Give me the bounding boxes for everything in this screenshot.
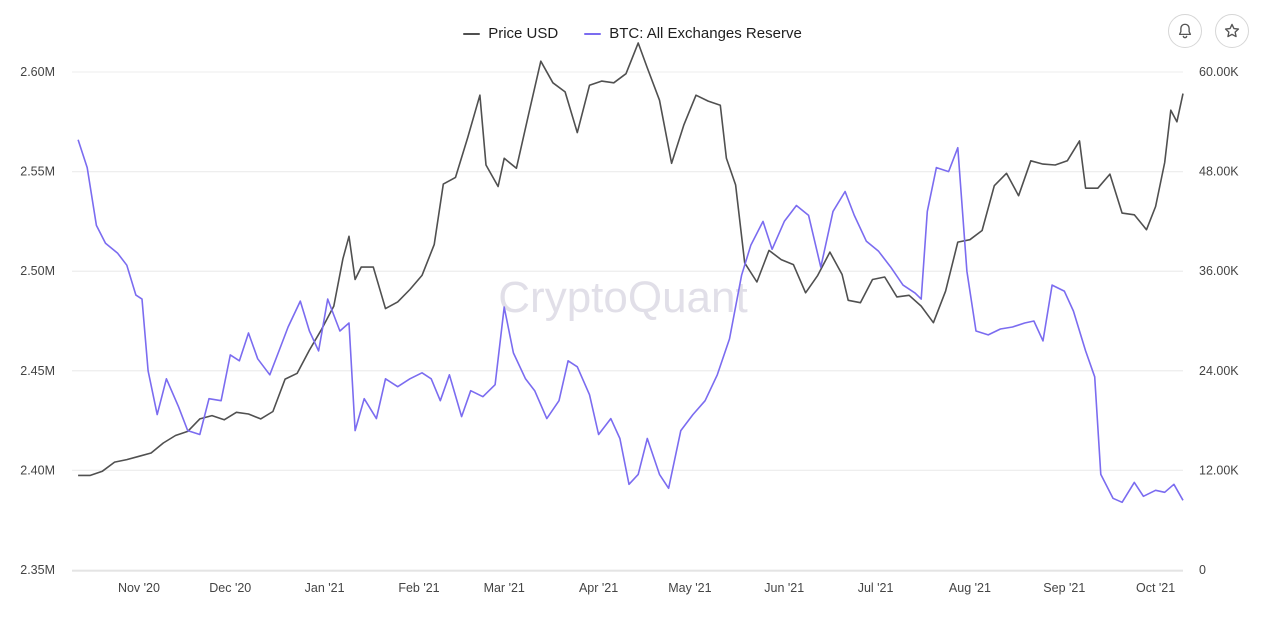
alert-button[interactable] (1168, 14, 1202, 48)
legend-label-price: Price USD (488, 25, 559, 42)
y-axis-left: 2.35M 2.40M 2.45M 2.50M 2.55M 2.60M (20, 65, 55, 577)
y-right-tick-label: 0 (1199, 563, 1206, 577)
x-tick-label: Jul '21 (858, 581, 894, 595)
x-tick-label: Mar '21 (484, 581, 525, 595)
legend-item-price[interactable]: Price USD (463, 25, 558, 42)
legend-swatch-price (463, 32, 481, 35)
x-tick-label: Dec '20 (209, 581, 251, 595)
y-right-tick-label: 36.00K (1199, 264, 1239, 278)
x-tick-label: May '21 (668, 581, 711, 595)
x-tick-label: Jan '21 (305, 581, 345, 595)
star-icon (1224, 23, 1240, 38)
x-tick-label: Apr '21 (579, 581, 618, 595)
y-right-tick-label: 60.00K (1199, 65, 1239, 79)
x-tick-label: Nov '20 (118, 581, 160, 595)
x-tick-label: Sep '21 (1043, 581, 1085, 595)
legend-label-reserve: BTC: All Exchanges Reserve (609, 25, 802, 42)
y-axis-right: 0 12.00K 24.00K 36.00K 48.00K 60.00K (1199, 65, 1239, 577)
watermark: CryptoQuant (498, 273, 747, 322)
y-right-tick-label: 12.00K (1199, 463, 1239, 477)
y-left-tick-label: 2.35M (20, 563, 55, 577)
favorite-button[interactable] (1215, 14, 1249, 48)
legend-item-reserve[interactable]: BTC: All Exchanges Reserve (584, 25, 802, 42)
x-tick-label: Oct '21 (1136, 581, 1175, 595)
y-left-tick-label: 2.50M (20, 264, 55, 278)
chart-legend: Price USD BTC: All Exchanges Reserve (0, 25, 1265, 42)
y-left-tick-label: 2.45M (20, 364, 55, 378)
y-right-tick-label: 24.00K (1199, 364, 1239, 378)
legend-swatch-reserve (584, 32, 602, 35)
x-axis: Nov '20 Dec '20 Jan '21 Feb '21 Mar '21 Apr '… (72, 570, 1183, 595)
x-tick-label: Aug '21 (949, 581, 991, 595)
y-right-tick-label: 48.00K (1199, 165, 1239, 179)
x-tick-label: Jun '21 (764, 581, 804, 595)
y-left-tick-label: 2.55M (20, 165, 55, 179)
y-left-tick-label: 2.60M (20, 65, 55, 79)
bell-icon (1178, 23, 1192, 39)
series-line-exchange-reserve[interactable] (77, 139, 1184, 504)
grid-lines (72, 71, 1183, 571)
y-left-tick-label: 2.40M (20, 463, 55, 477)
x-tick-label: Feb '21 (398, 581, 439, 595)
series-lines (77, 42, 1184, 504)
series-line-price-usd[interactable] (78, 42, 1184, 477)
